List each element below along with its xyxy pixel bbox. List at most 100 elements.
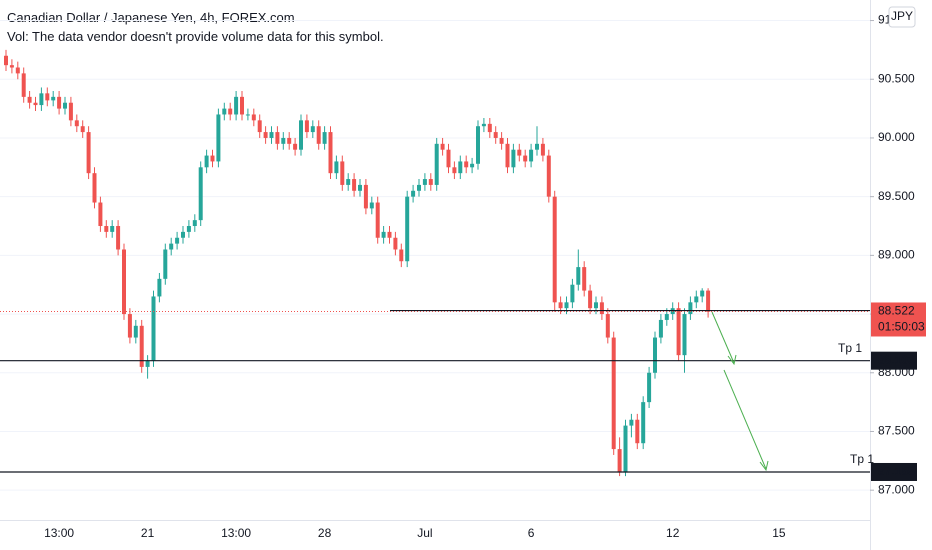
- candle-body: [688, 302, 693, 315]
- candle-body: [293, 143, 298, 150]
- currency: JPY: [891, 9, 913, 23]
- candle-body: [452, 167, 457, 174]
- candle-body: [405, 196, 410, 262]
- candle-body: [505, 143, 510, 168]
- candle-body: [68, 102, 73, 121]
- candle-body: [122, 249, 126, 315]
- candle-body: [653, 337, 657, 373]
- candle-body: [476, 126, 480, 164]
- candle-body: [15, 67, 20, 74]
- candle-body: [110, 226, 115, 232]
- arrow-head: [759, 460, 769, 472]
- candle-body: [210, 155, 215, 162]
- candle-body: [535, 143, 539, 150]
- candle-body: [145, 361, 150, 367]
- candle-body: [240, 96, 244, 115]
- last-price-badge: [871, 302, 926, 337]
- candle-body: [552, 196, 557, 303]
- candle-body: [127, 314, 132, 338]
- candle-body: [588, 290, 593, 309]
- plot: Tp 1 Tp 1: [0, 20, 874, 491]
- x-tick-label: 12: [666, 526, 680, 540]
- candle-body: [92, 173, 97, 203]
- price-axis: 87.00087.50088.00088.50089.00089.50090.0…: [44, 13, 926, 540]
- candle-body: [440, 143, 445, 150]
- candle-body: [499, 137, 504, 144]
- candle-body: [316, 126, 321, 144]
- candle-body: [269, 132, 274, 138]
- candle-body: [470, 163, 475, 168]
- candle-body: [133, 325, 138, 338]
- candle-body: [33, 102, 38, 106]
- currency-badge[interactable]: [888, 6, 916, 28]
- candle-body: [411, 190, 416, 197]
- candle-body: [700, 290, 705, 297]
- candle-body: [582, 267, 587, 291]
- candle-body: [511, 149, 516, 168]
- x-tick-label: 15: [772, 526, 786, 540]
- candle-body: [304, 120, 309, 133]
- candle-body: [139, 325, 144, 367]
- candle-body: [310, 126, 315, 133]
- candle-body: [104, 226, 109, 232]
- x-tick-label: 21: [141, 526, 155, 540]
- candle-body: [21, 73, 26, 97]
- level-text: Tp 1: [838, 341, 862, 355]
- candle-body: [381, 231, 386, 238]
- candle-body: [647, 372, 652, 403]
- candle-body: [605, 314, 610, 338]
- level-price: 88.103: [878, 353, 915, 367]
- candle-body: [352, 179, 357, 191]
- candle-body: [623, 425, 628, 473]
- candle-body: [98, 202, 103, 227]
- candle-body: [287, 137, 292, 144]
- candle-body: [275, 132, 280, 144]
- x-tick-label: 13:00: [221, 526, 251, 540]
- candle-body: [617, 449, 622, 473]
- candle-body: [523, 155, 528, 162]
- candle-body: [576, 267, 581, 285]
- candle-body: [263, 132, 268, 138]
- candle-body: [251, 114, 256, 121]
- y-tick-label: 89.000: [878, 248, 915, 262]
- candle-body: [216, 114, 221, 162]
- x-tick-label: 13:00: [44, 526, 74, 540]
- candle-body: [529, 149, 534, 162]
- y-tick-label: 89.500: [878, 189, 915, 203]
- candle-body: [74, 120, 79, 127]
- level-badge: [871, 351, 917, 370]
- candle-body: [334, 161, 339, 174]
- candle-body: [564, 302, 569, 309]
- candle-body: [340, 161, 345, 185]
- candle-body: [228, 108, 233, 115]
- candle-body: [694, 296, 699, 303]
- candle-body: [493, 132, 498, 138]
- candle-body: [546, 155, 551, 197]
- arrow-head: [727, 354, 737, 366]
- candle-body: [387, 231, 392, 238]
- candle-body: [80, 126, 85, 133]
- chart-title: Canadian Dollar / Japanese Yen, 4h, FORE…: [7, 10, 295, 25]
- candle-body: [181, 231, 185, 238]
- chart-subtitle: Vol: The data vendor doesn't provide vol…: [7, 29, 384, 44]
- arrow: [711, 311, 735, 364]
- candle-body: [192, 220, 197, 227]
- level-text: Tp 1: [850, 452, 874, 466]
- candle-body: [299, 120, 303, 150]
- candle-body: [328, 132, 333, 174]
- candle-body: [116, 226, 121, 250]
- candle-body: [658, 319, 663, 338]
- candle-body: [86, 132, 91, 174]
- candle-body: [257, 120, 262, 133]
- candle-body: [281, 137, 286, 144]
- candle-body: [599, 302, 604, 315]
- y-tick-label: 90.500: [878, 71, 915, 85]
- candle-body: [222, 108, 227, 115]
- candle-body: [629, 419, 634, 426]
- candle-body: [540, 143, 545, 156]
- candle-body: [169, 243, 174, 250]
- candle-body: [346, 179, 351, 185]
- candle-body: [446, 149, 451, 168]
- candle-body: [322, 132, 327, 144]
